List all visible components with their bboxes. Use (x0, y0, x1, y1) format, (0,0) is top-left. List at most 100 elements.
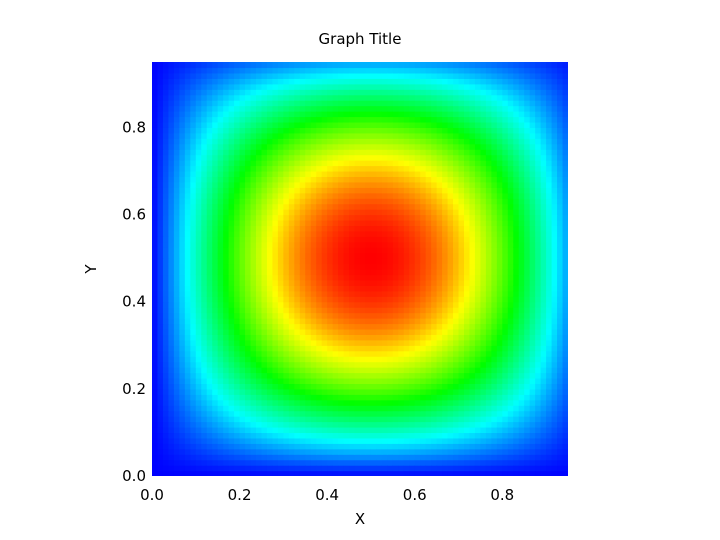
heatmap-cell (152, 214, 175, 237)
heatmap-cell (546, 62, 568, 85)
heatmap-cell (173, 432, 197, 455)
heatmap-cell (458, 367, 482, 390)
heatmap-cell (239, 367, 263, 390)
heatmap-cell (436, 410, 460, 434)
heatmap-cell (480, 301, 503, 325)
heatmap-cell (458, 127, 482, 150)
heatmap-cell (370, 410, 394, 434)
heatmap-cell (195, 388, 219, 412)
heatmap-cell (327, 214, 350, 237)
heatmap-cell (458, 301, 482, 325)
heatmap-cell (152, 170, 175, 194)
heatmap-cell (414, 367, 438, 390)
heatmap-cell (173, 149, 197, 172)
heatmap-cell (480, 367, 503, 390)
heatmap-cell (173, 83, 197, 107)
heatmap-cell (217, 105, 241, 128)
heatmap-cell (173, 323, 197, 346)
heatmap-cell (546, 454, 568, 476)
heatmap-cell (502, 83, 525, 107)
heatmap-cell (283, 170, 306, 194)
heatmap-cell (217, 62, 241, 85)
heatmap-cell (349, 192, 372, 216)
heatmap-cell (195, 432, 219, 455)
heatmap-cell (195, 410, 219, 434)
heatmap-cell (392, 62, 416, 85)
heatmap-cell (524, 454, 547, 476)
heatmap-cell (414, 258, 438, 281)
heatmap-cell (327, 105, 350, 128)
heatmap-cell (283, 83, 306, 107)
heatmap-cell (261, 432, 284, 455)
heatmap-cell (195, 149, 219, 172)
heatmap-cell (305, 258, 328, 281)
heatmap-cell (502, 236, 525, 259)
heatmap-cell (436, 192, 460, 216)
heatmap-cell (480, 345, 503, 368)
heatmap-cell (327, 236, 350, 259)
heatmap-cell (370, 83, 394, 107)
heatmap-cell (349, 127, 372, 150)
heatmap-cell (370, 170, 394, 194)
heatmap-cell (392, 323, 416, 346)
heatmap-cell (458, 323, 482, 346)
heatmap-cell (502, 258, 525, 281)
heatmap-cell (261, 367, 284, 390)
heatmap-cell (524, 62, 547, 85)
heatmap-cell (370, 192, 394, 216)
heatmap-cell (480, 258, 503, 281)
heatmap-cell (458, 432, 482, 455)
heatmap-cell (217, 127, 241, 150)
heatmap-cell (502, 345, 525, 368)
chart-title: Graph Title (319, 30, 402, 48)
heatmap-cell (217, 149, 241, 172)
heatmap-cell (414, 192, 438, 216)
heatmap-cell (458, 62, 482, 85)
heatmap-cell (261, 279, 284, 303)
heatmap-cell (524, 149, 547, 172)
heatmap-cell (195, 367, 219, 390)
heatmap-cell (239, 127, 263, 150)
heatmap-cell (436, 279, 460, 303)
plot-area (152, 62, 568, 476)
heatmap-cell (458, 192, 482, 216)
heatmap-cell (173, 410, 197, 434)
heatmap-cell (524, 345, 547, 368)
heatmap-cell (173, 170, 197, 194)
heatmap-cell (414, 127, 438, 150)
heatmap-cell (173, 345, 197, 368)
heatmap-cell (546, 432, 568, 455)
heatmap-cell (436, 432, 460, 455)
heatmap-cell (524, 127, 547, 150)
heatmap-cell (195, 279, 219, 303)
heatmap-cell (239, 83, 263, 107)
heatmap-cell (458, 170, 482, 194)
heatmap-cell (546, 236, 568, 259)
heatmap-cell (217, 83, 241, 107)
heatmap-cell (436, 454, 460, 476)
heatmap-cell (152, 149, 175, 172)
heatmap-cell (305, 192, 328, 216)
heatmap-cell (217, 258, 241, 281)
heatmap-cell (546, 301, 568, 325)
heatmap-cell (414, 301, 438, 325)
heatmap-cell (502, 410, 525, 434)
heatmap-cell (436, 149, 460, 172)
heatmap-cell (392, 258, 416, 281)
heatmap-cell (414, 105, 438, 128)
heatmap-cell (502, 301, 525, 325)
heatmap-cell (502, 105, 525, 128)
heatmap-cell (392, 105, 416, 128)
heatmap-cell (239, 410, 263, 434)
heatmap-cell (458, 410, 482, 434)
heatmap-cell (239, 301, 263, 325)
heatmap-cell (283, 454, 306, 476)
heatmap-cell (414, 323, 438, 346)
heatmap-cell (414, 454, 438, 476)
heatmap-cell (414, 149, 438, 172)
heatmap-cell (414, 432, 438, 455)
heatmap-cell (152, 236, 175, 259)
heatmap-cell (502, 388, 525, 412)
heatmap-cell (305, 367, 328, 390)
heatmap-cell (283, 105, 306, 128)
